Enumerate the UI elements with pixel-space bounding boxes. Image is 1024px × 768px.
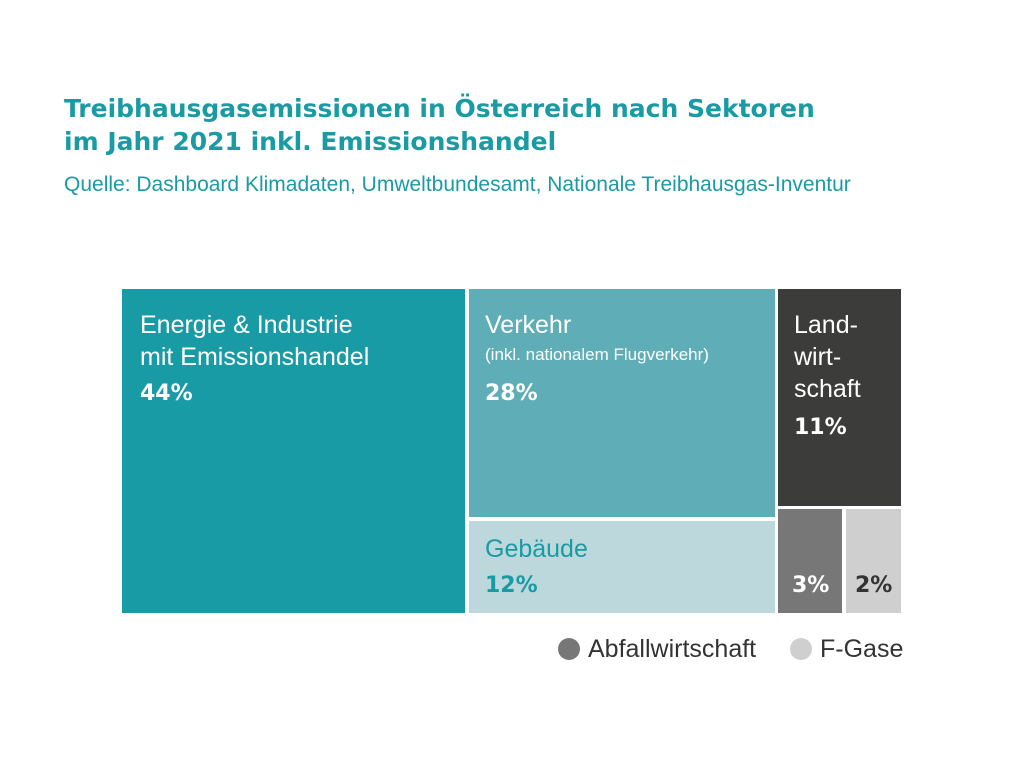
tile-fgase-value: 2% bbox=[855, 573, 893, 598]
tile-landwirtschaft-label: Land- wirt- schaft bbox=[794, 311, 861, 403]
legend-label-abfallwirtschaft: Abfallwirtschaft bbox=[588, 634, 757, 663]
tile-verkehr-label: Verkehr bbox=[485, 311, 572, 339]
legend-item-abfallwirtschaft: Abfallwirtschaft bbox=[558, 633, 756, 665]
legend-label-f-gase: F-Gase bbox=[820, 634, 904, 663]
chart-title-line-1: Treibhausgasemissionen in Österreich nac… bbox=[64, 94, 815, 123]
chart-title: Treibhausgasemissionen in Österreich nac… bbox=[64, 92, 964, 158]
tile-energie: Energie & Industrie mit Emissionshandel … bbox=[122, 289, 465, 613]
tile-gebaeude-label: Gebäude bbox=[485, 535, 588, 563]
chart-title-line-2: im Jahr 2021 inkl. Emissionshandel bbox=[64, 127, 557, 156]
tile-abfall-value: 3% bbox=[792, 573, 830, 598]
chart-source: Quelle: Dashboard Klimadaten, Umweltbund… bbox=[64, 173, 851, 196]
tile-energie-value: 44% bbox=[140, 381, 193, 406]
tile-abfall: 3% bbox=[778, 509, 842, 613]
tile-landwirtschaft-value: 11% bbox=[794, 415, 847, 440]
tile-energie-label: Energie & Industrie mit Emissionshandel bbox=[140, 311, 370, 371]
tile-verkehr-value: 28% bbox=[485, 381, 538, 406]
legend-swatch-f-gase bbox=[790, 638, 812, 660]
tile-landwirtschaft: Land- wirt- schaft 11% bbox=[778, 289, 901, 506]
tile-gebaeude: Gebäude 12% bbox=[469, 521, 775, 613]
legend-item-f-gase: F-Gase bbox=[790, 633, 903, 665]
tile-fgase: 2% bbox=[846, 509, 901, 613]
tile-gebaeude-value: 12% bbox=[485, 573, 538, 598]
tile-verkehr: Verkehr (inkl. nationalem Flugverkehr) 2… bbox=[469, 289, 775, 517]
legend-swatch-abfallwirtschaft bbox=[558, 638, 580, 660]
tile-verkehr-note: (inkl. nationalem Flugverkehr) bbox=[485, 345, 709, 364]
